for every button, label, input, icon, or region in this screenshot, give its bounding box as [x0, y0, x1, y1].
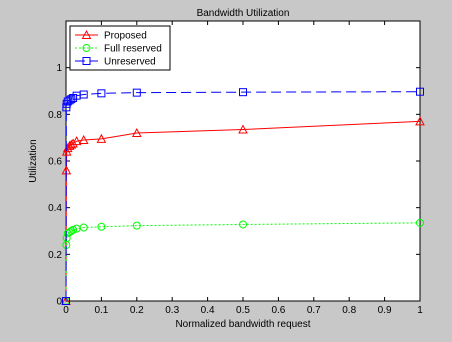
- square-marker: [62, 297, 70, 305]
- legend-box: [69, 25, 171, 71]
- y-tick-label: 0.2: [48, 250, 62, 261]
- x-tick-label: 0.2: [130, 305, 144, 316]
- triangle-marker: [415, 116, 425, 126]
- legend-label: Proposed: [104, 31, 147, 42]
- y-tick-label: 0.4: [48, 203, 62, 214]
- circle-marker: [416, 218, 424, 227]
- y-tick-label: 0.6: [48, 157, 62, 168]
- triangle-marker: [78, 134, 89, 144]
- triangle-marker: [81, 29, 92, 39]
- square-marker: [97, 89, 106, 98]
- square-marker: [416, 87, 424, 96]
- x-tick-label: 0.4: [201, 305, 215, 316]
- square-marker: [79, 90, 88, 99]
- series-layer: [61, 87, 425, 305]
- x-axis-label: Normalized bandwidth request: [175, 319, 310, 330]
- circle-marker: [132, 221, 141, 230]
- triangle-marker: [64, 140, 75, 150]
- legend-label: Full reserved: [104, 44, 162, 55]
- chart-title: Bandwidth Utilization: [197, 8, 290, 19]
- legend-item: Proposed: [75, 29, 147, 42]
- x-tick-label: 0.1: [94, 305, 108, 316]
- x-tick-label: 0.8: [342, 305, 356, 316]
- series-unreserved: [62, 87, 424, 305]
- x-tick-label: 0: [63, 305, 69, 316]
- y-tick-label: 0.8: [48, 110, 62, 121]
- circle-marker: [82, 44, 91, 52]
- x-tick-label: 0.6: [271, 305, 285, 316]
- y-axis-label: Utilization: [28, 139, 39, 182]
- legend-item: Full reserved: [75, 44, 162, 55]
- square-marker: [239, 88, 247, 97]
- legend-item: Unreserved: [75, 57, 156, 68]
- triangle-marker: [96, 133, 107, 143]
- circle-marker: [79, 223, 88, 232]
- square-marker: [82, 57, 91, 65]
- triangle-marker: [71, 136, 82, 146]
- circle-marker: [67, 227, 76, 235]
- circle-marker: [239, 220, 247, 229]
- x-tick-label: 1: [417, 305, 423, 316]
- legend-label: Unreserved: [104, 57, 156, 68]
- triangle-marker: [68, 138, 78, 148]
- y-tick-label: 0: [56, 297, 62, 308]
- x-tick-label: 0.5: [236, 305, 250, 316]
- triangle-marker: [238, 124, 248, 134]
- square-marker: [132, 88, 141, 97]
- x-tick-label: 0.3: [165, 305, 179, 316]
- x-tick-label: 0.9: [378, 305, 392, 316]
- circle-marker: [97, 222, 106, 231]
- x-tick-label: 0.7: [307, 305, 321, 316]
- axes-layer: 0 0.1 0.2 0.3 0.4 0.5 0.6 0.7 0.8 0.9 1 0 0.2 0.4 0.6 0…: [48, 21, 423, 316]
- circle-marker: [69, 225, 78, 234]
- y-tick-label: 1: [56, 63, 62, 74]
- triangle-marker: [131, 127, 142, 137]
- legend: Proposed Full reserved Unreserved: [69, 25, 171, 71]
